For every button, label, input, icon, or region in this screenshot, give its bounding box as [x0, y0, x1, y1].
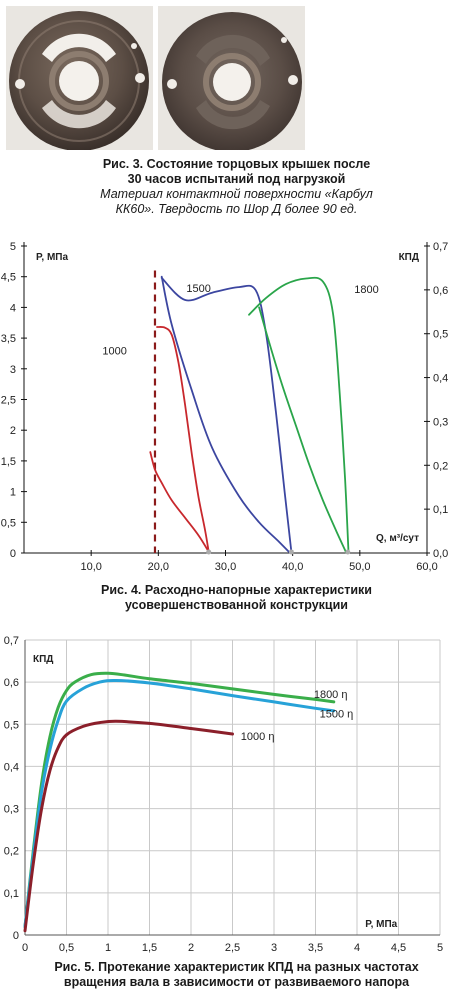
x-tick-label: 1 — [105, 942, 111, 954]
y2-tick-label: 0,6 — [433, 285, 448, 297]
figure3-caption: Рис. 3. Состояние торцовых крышек после … — [0, 157, 473, 217]
y-tick-label: 4 — [10, 302, 16, 314]
series-line-1800-pressure — [248, 276, 350, 551]
x-tick-label: 30,0 — [215, 561, 236, 573]
y-tick-label: 0,2 — [4, 846, 19, 858]
series-line-1800-efficiency — [258, 306, 348, 554]
x-tick-label: 60,0 — [416, 561, 437, 573]
y-tick-label: 0,5 — [1, 517, 16, 529]
figure5-chart: 0 0,1 0,2 0,3 0,4 0,5 0,6 0,7 0 0,5 1 1,5 2 2,5 3 3,5 4 4… — [4, 635, 443, 954]
end-cap-left-image — [6, 6, 153, 150]
y-tick-label: 0,3 — [4, 804, 19, 816]
x-tick-label: 0,5 — [59, 942, 74, 954]
y2-tick-label: 0,0 — [433, 548, 448, 560]
x-tick-label: 20,0 — [148, 561, 169, 573]
y-tick-label: 5 — [10, 241, 16, 253]
y-tick-label: 3,5 — [1, 333, 16, 345]
series-line-1000-efficiency — [149, 451, 211, 554]
series-end-marker — [288, 549, 294, 555]
y-tick-label: 3 — [10, 364, 16, 376]
figure3-caption-line4: КК60». Твердость по Шор Д более 90 ед. — [115, 202, 358, 216]
y2-axis-label: КПД — [399, 252, 419, 263]
y2-tick-label: 0,1 — [433, 504, 448, 516]
series-label-1500: 1500 — [186, 283, 210, 295]
y-axis-label: P, МПа — [36, 252, 68, 263]
figure3-caption-line1: Рис. 3. Состояние торцовых крышек после — [102, 157, 371, 171]
x-tick-label: 4 — [354, 942, 360, 954]
x-tick-label: 4,5 — [391, 942, 406, 954]
x-tick-label: 40,0 — [282, 561, 303, 573]
series-label-1500: 1500 η — [320, 708, 354, 720]
figure5-caption-line1: Рис. 5. Протекание характеристик КПД на … — [54, 960, 419, 974]
x-axis-label: Q, м³/сут — [376, 533, 419, 544]
y-axis-label: КПД — [33, 654, 53, 665]
x-tick-label: 2,5 — [225, 942, 240, 954]
x-tick-label: 3,5 — [308, 942, 323, 954]
y-tick-label: 0 — [13, 930, 19, 942]
end-cap-right-image — [158, 6, 305, 150]
series-line-1000-pressure — [156, 326, 210, 553]
y2-tick-label: 0,3 — [433, 416, 448, 428]
y-tick-label: 0 — [10, 548, 16, 560]
series-line-1800 — [23, 671, 336, 929]
y-tick-label: 0,7 — [4, 635, 19, 647]
x-tick-label: 50,0 — [349, 561, 370, 573]
x-tick-label: 5 — [437, 942, 443, 954]
series-end-marker — [345, 549, 351, 555]
figure4-caption-line1: Рис. 4. Расходно-напорные характеристики — [101, 583, 372, 597]
series-label-1000: 1000 — [102, 345, 126, 357]
x-tick-label: 1,5 — [142, 942, 157, 954]
y2-tick-label: 0,5 — [433, 329, 448, 341]
figure4-chart: 00,511,522,533,544,550,00,10,20,30,40,50… — [1, 241, 449, 573]
end-cap-photo-right — [158, 6, 305, 150]
figure5-caption: Рис. 5. Протекание характеристик КПД на … — [0, 960, 473, 990]
series-line-1500-pressure — [160, 277, 293, 553]
y-tick-label: 2,5 — [1, 395, 16, 407]
x-tick-label: 0 — [22, 942, 28, 954]
figure4-caption: Рис. 4. Расходно-напорные характеристики… — [0, 583, 473, 613]
y2-tick-label: 0,7 — [433, 241, 448, 253]
y-tick-label: 2 — [10, 425, 16, 437]
series-label-1800: 1800 η — [314, 689, 348, 701]
figure3-caption-line3: Материал контактной поверхности «Карбул — [100, 187, 373, 201]
x-tick-label: 2 — [188, 942, 194, 954]
y-tick-label: 1,5 — [1, 456, 16, 468]
y-tick-label: 1 — [10, 487, 16, 499]
x-axis-label: Р, МПа — [365, 919, 397, 930]
y-tick-label: 0,4 — [4, 761, 19, 773]
series-label-1000: 1000 η — [241, 731, 275, 743]
x-tick-label: 10,0 — [80, 561, 101, 573]
series-line-1000 — [23, 719, 234, 933]
series-label-1800: 1800 — [354, 284, 378, 296]
y2-tick-label: 0,2 — [433, 460, 448, 472]
y-tick-label: 0,1 — [4, 888, 19, 900]
end-cap-photo-left — [6, 6, 153, 150]
y2-tick-label: 0,4 — [433, 373, 448, 385]
y-tick-label: 0,5 — [4, 719, 19, 731]
series-end-marker — [206, 549, 212, 555]
series-line-1500-efficiency — [160, 275, 291, 554]
figure4-caption-line2: усовершенствованной конструкции — [125, 598, 348, 612]
y-tick-label: 4,5 — [1, 272, 16, 284]
y-tick-label: 0,6 — [4, 677, 19, 689]
figure5-caption-line2: вращения вала в зависимости от развиваем… — [63, 975, 410, 989]
figure3-caption-line2: 30 часов испытаний под нагрузкой — [127, 172, 346, 186]
x-tick-label: 3 — [271, 942, 277, 954]
series-line-1500 — [23, 678, 336, 929]
